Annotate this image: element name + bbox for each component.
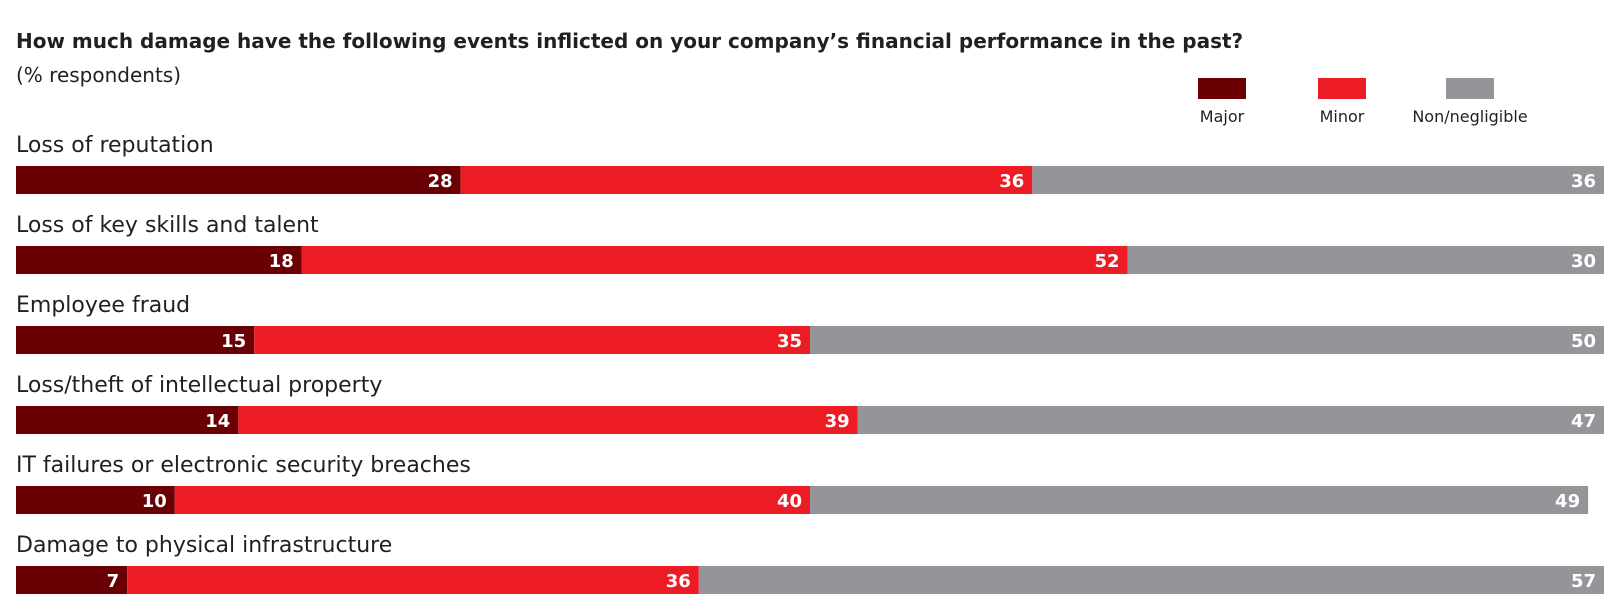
value-label: 15 xyxy=(221,331,246,352)
bar-row: IT failures or electronic security breac… xyxy=(16,453,1589,514)
chart-title: How much damage have the following event… xyxy=(16,29,1243,53)
bar-segment-non-negligible xyxy=(810,326,1604,354)
legend-label-3: Non/negligible xyxy=(1412,107,1527,126)
category-label: Loss/theft of intellectual property xyxy=(16,373,382,398)
value-label: 57 xyxy=(1571,571,1596,592)
bar-segment-non-negligible xyxy=(810,486,1589,514)
category-label: Employee fraud xyxy=(16,293,190,318)
legend-swatch-3 xyxy=(1446,78,1494,99)
bar-segment-major xyxy=(16,246,302,274)
bar-row: Loss of reputation 28 36 36 xyxy=(16,133,1604,194)
bar-segment-minor xyxy=(238,406,858,434)
bar-segment-major xyxy=(16,166,461,194)
category-label: Loss of reputation xyxy=(16,133,214,158)
bar-segment-minor xyxy=(254,326,810,354)
value-label: 36 xyxy=(1571,171,1596,192)
value-label: 36 xyxy=(999,171,1024,192)
value-label: 35 xyxy=(777,331,802,352)
value-label: 30 xyxy=(1571,251,1596,272)
bar-segment-major xyxy=(16,566,128,594)
bar-segment-major xyxy=(16,486,175,514)
bar-row: Loss/theft of intellectual property 14 39 4… xyxy=(16,373,1604,434)
bar-segment-major xyxy=(16,326,255,354)
value-label: 49 xyxy=(1555,491,1580,512)
bar-segment-minor xyxy=(127,566,699,594)
category-label: Damage to physical infrastructure xyxy=(16,533,392,558)
value-label: 10 xyxy=(142,491,167,512)
bar-segment-non-negligible xyxy=(698,566,1604,594)
value-label: 52 xyxy=(1095,251,1120,272)
bar-segment-major xyxy=(16,406,239,434)
chart-subtitle: (% respondents) xyxy=(16,63,181,87)
value-label: 7 xyxy=(107,571,120,592)
legend: Major Minor Non/negligible xyxy=(1198,78,1528,126)
bar-segment-minor xyxy=(460,166,1033,194)
value-label: 28 xyxy=(428,171,453,192)
bar-segment-minor xyxy=(301,246,1128,274)
legend-swatch-2 xyxy=(1318,78,1366,99)
value-label: 39 xyxy=(825,411,850,432)
value-label: 50 xyxy=(1571,331,1596,352)
bar-row: Damage to physical infrastructure 7 36 57 xyxy=(16,533,1604,594)
bar-segment-non-negligible xyxy=(1032,166,1604,194)
category-label: Loss of key skills and talent xyxy=(16,213,319,238)
value-label: 14 xyxy=(205,411,230,432)
bar-row: Loss of key skills and talent 18 52 30 xyxy=(16,213,1604,274)
bar-segment-non-negligible xyxy=(1127,246,1604,274)
bar-segment-minor xyxy=(174,486,811,514)
category-label: IT failures or electronic security breac… xyxy=(16,453,471,478)
bar-row: Employee fraud 15 35 50 xyxy=(16,293,1604,354)
value-label: 36 xyxy=(666,571,691,592)
value-label: 47 xyxy=(1571,411,1596,432)
legend-label-2: Minor xyxy=(1320,107,1365,126)
value-label: 18 xyxy=(269,251,294,272)
bar-rows: Loss of reputation 28 36 36 Loss of key skil… xyxy=(16,133,1604,594)
value-label: 40 xyxy=(777,491,802,512)
bar-segment-non-negligible xyxy=(857,406,1604,434)
legend-swatch-1 xyxy=(1198,78,1246,99)
legend-label-1: Major xyxy=(1200,107,1245,126)
